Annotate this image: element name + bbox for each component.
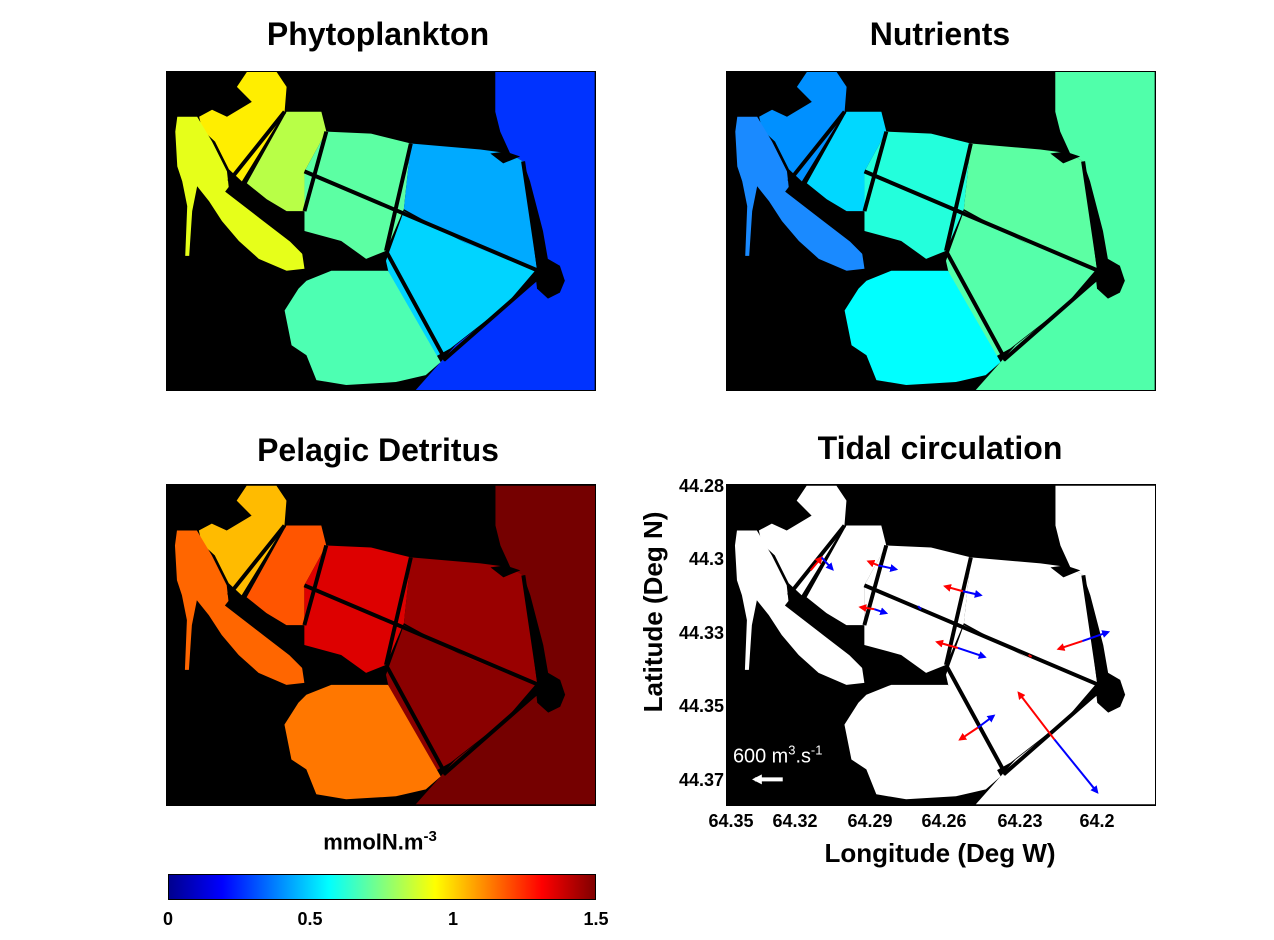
x-tick: 64.35	[708, 811, 754, 831]
colorbar-tick: 1	[447, 909, 458, 929]
y-tick: 44.3	[688, 549, 724, 569]
flood-arrow	[1017, 691, 1056, 741]
colorbar	[168, 874, 596, 900]
colorbar-tick: 0.5	[297, 909, 323, 929]
flow-arrows	[809, 555, 1111, 794]
nutrients-title: Nutrients	[869, 16, 1011, 52]
y-axis-label: Latitude (Deg N)	[638, 511, 668, 713]
x-tick: 64.32	[772, 811, 818, 831]
pelagic-detritus-map-svg	[174, 485, 595, 805]
flood-arrow	[943, 584, 964, 593]
nutrients-map	[726, 71, 1156, 391]
colorbar-unit-label: mmolN.m-3	[250, 828, 510, 855]
ebb-arrow	[1053, 738, 1099, 794]
colorbar-tick: 1.5	[583, 909, 609, 929]
x-axis-label: Longitude (Deg W)	[824, 838, 1056, 868]
y-tick: 44.35	[678, 696, 724, 716]
tidal-circulation-map-svg: 600 m3.s-1	[733, 485, 1155, 805]
ebb-arrow	[977, 714, 996, 729]
pelagic-detritus-title: Pelagic Detritus	[257, 432, 499, 468]
phytoplankton-map-svg	[175, 72, 595, 390]
x-tick: 64.2	[1079, 811, 1115, 831]
flood-arrow	[1056, 640, 1083, 651]
ebb-arrow	[873, 607, 889, 616]
ebb-arrow	[1082, 630, 1111, 642]
y-tick: 44.37	[678, 770, 724, 790]
tidal-circulation-map: 600 m3.s-1	[726, 484, 1156, 806]
tidal-circulation-title: Tidal circulation	[817, 430, 1063, 466]
colorbar-tick: 0	[162, 909, 173, 929]
phytoplankton-map	[166, 71, 596, 391]
ebb-arrow	[917, 605, 922, 610]
flood-arrow	[866, 559, 879, 568]
phytoplankton-title: Phytoplankton	[266, 16, 490, 52]
flood-arrow	[958, 726, 979, 741]
unit-main: mmolN.m	[323, 829, 424, 855]
ebb-arrow	[820, 556, 834, 571]
pelagic-detritus-map	[166, 484, 596, 806]
x-tick: 64.23	[997, 811, 1043, 831]
ebb-arrow	[878, 564, 899, 572]
flood-arrow	[809, 555, 823, 571]
flood-arrow	[858, 604, 875, 612]
y-tick: 44.33	[678, 623, 724, 643]
nutrients-map-svg	[735, 72, 1155, 390]
ebb-arrow	[962, 590, 983, 598]
flood-arrow	[1028, 654, 1033, 658]
x-tick: 64.26	[921, 811, 967, 831]
x-tick: 64.29	[847, 811, 893, 831]
ebb-arrow	[957, 647, 987, 659]
y-tick: 44.28	[678, 476, 724, 496]
unit-superscript: -3	[423, 828, 437, 845]
scale-label: 600 m3.s-1	[733, 742, 822, 767]
flood-arrow	[935, 639, 959, 649]
